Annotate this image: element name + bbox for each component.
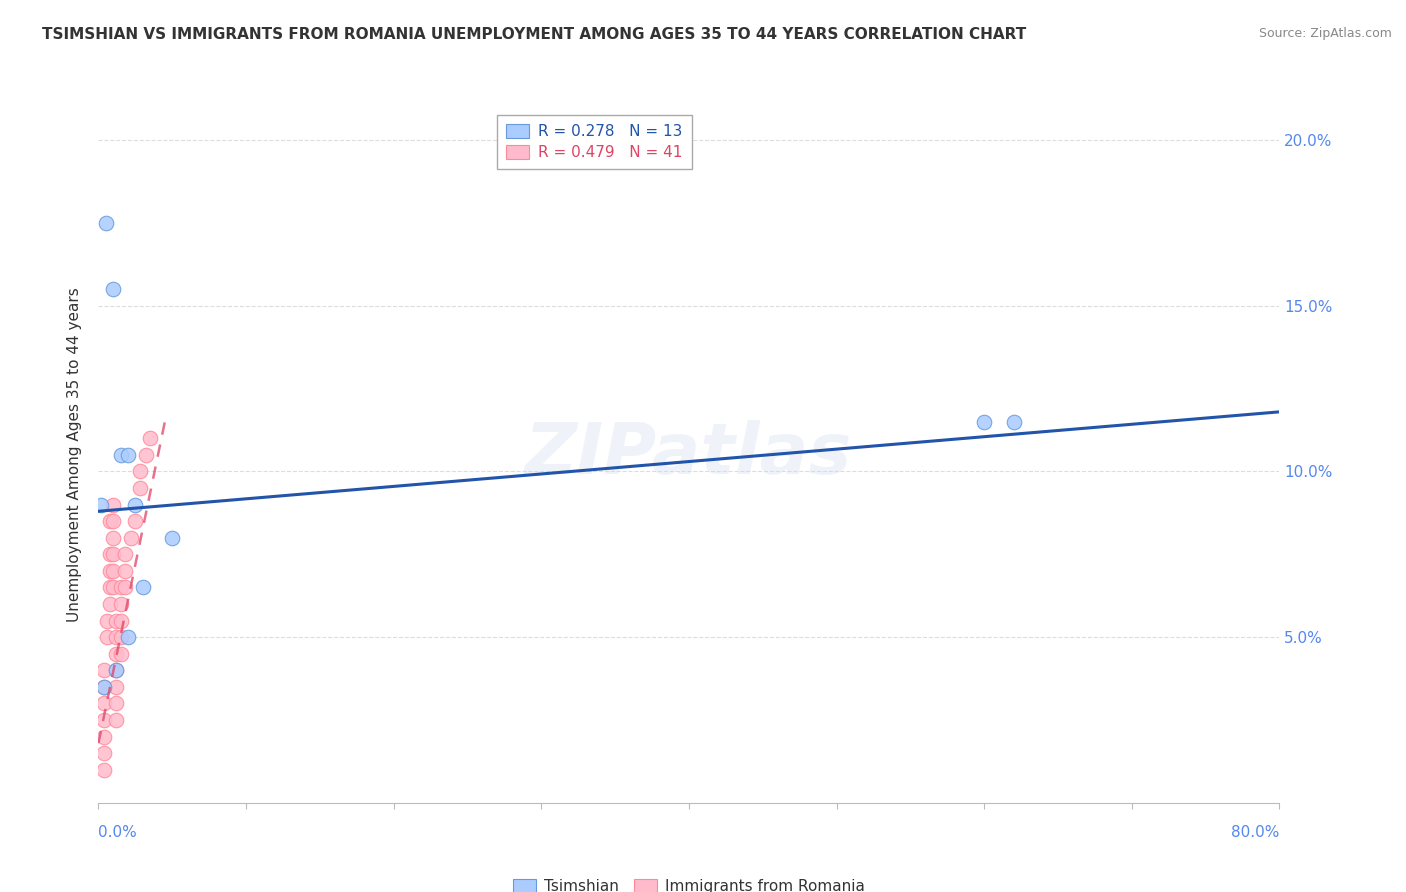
- Point: [103, 581, 125, 595]
- Point: [110, 647, 132, 661]
- Point: [128, 481, 150, 495]
- Point: [98, 597, 121, 611]
- Point: [98, 581, 121, 595]
- Text: ZIPatlas: ZIPatlas: [526, 420, 852, 490]
- Point: [98, 547, 121, 561]
- Text: 0.0%: 0.0%: [98, 825, 138, 840]
- Point: [110, 614, 132, 628]
- Point: [103, 547, 125, 561]
- Y-axis label: Unemployment Among Ages 35 to 44 years: Unemployment Among Ages 35 to 44 years: [66, 287, 82, 623]
- Point: [93, 680, 115, 694]
- Point: [132, 581, 155, 595]
- Point: [94, 216, 117, 230]
- Point: [93, 680, 115, 694]
- Point: [110, 630, 132, 644]
- Point: [105, 663, 128, 677]
- Point: [973, 415, 995, 429]
- Point: [114, 581, 136, 595]
- Point: [103, 564, 125, 578]
- Point: [93, 746, 115, 760]
- Point: [114, 547, 136, 561]
- Point: [105, 647, 128, 661]
- Text: Source: ZipAtlas.com: Source: ZipAtlas.com: [1258, 27, 1392, 40]
- Text: TSIMSHIAN VS IMMIGRANTS FROM ROMANIA UNEMPLOYMENT AMONG AGES 35 TO 44 YEARS CORR: TSIMSHIAN VS IMMIGRANTS FROM ROMANIA UNE…: [42, 27, 1026, 42]
- Point: [120, 531, 142, 545]
- Point: [105, 663, 128, 677]
- Point: [128, 465, 150, 479]
- Point: [114, 564, 136, 578]
- Point: [124, 498, 146, 512]
- Point: [98, 564, 121, 578]
- Point: [93, 663, 115, 677]
- Point: [105, 697, 128, 711]
- Point: [103, 514, 125, 528]
- Point: [103, 282, 125, 296]
- Point: [110, 581, 132, 595]
- Point: [90, 498, 112, 512]
- Point: [98, 514, 121, 528]
- Point: [162, 531, 183, 545]
- Point: [93, 713, 115, 727]
- Point: [117, 630, 139, 644]
- Point: [96, 614, 118, 628]
- Point: [105, 713, 128, 727]
- Legend: Tsimshian, Immigrants from Romania: Tsimshian, Immigrants from Romania: [508, 873, 870, 892]
- Point: [93, 697, 115, 711]
- Point: [105, 680, 128, 694]
- Point: [96, 630, 118, 644]
- Point: [103, 531, 125, 545]
- Point: [135, 448, 157, 462]
- Point: [117, 448, 139, 462]
- Point: [93, 763, 115, 777]
- Point: [139, 431, 162, 445]
- Point: [124, 514, 146, 528]
- Point: [105, 614, 128, 628]
- Point: [110, 597, 132, 611]
- Point: [93, 730, 115, 744]
- Point: [1002, 415, 1025, 429]
- Point: [105, 630, 128, 644]
- Point: [110, 448, 132, 462]
- Text: 80.0%: 80.0%: [1232, 825, 1279, 840]
- Point: [103, 498, 125, 512]
